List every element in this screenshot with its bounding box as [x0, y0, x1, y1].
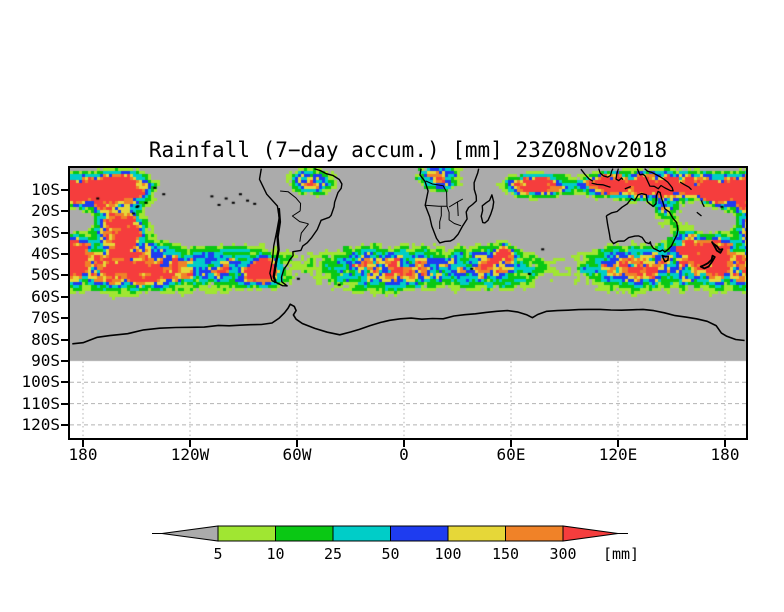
latitude-tick-label: 70S: [31, 308, 60, 328]
latitude-tick-label: 100S: [21, 372, 60, 392]
longitude-tick-label: 120W: [170, 445, 210, 464]
coastline-tasmania: [661, 254, 670, 263]
longitude-tick-label: 120E: [598, 445, 638, 464]
colorbar-segment: [505, 525, 564, 542]
border-line: [291, 210, 307, 224]
coastline-new-caledonia: [696, 211, 702, 217]
colorbar-segment: [217, 525, 276, 542]
x-axis-tick: [724, 440, 726, 447]
longitude-tick-label: 60E: [496, 445, 526, 464]
border-line: [439, 206, 442, 229]
coastline-new-guinea: [636, 168, 674, 192]
longitude-tick-label: 60W: [282, 445, 312, 464]
latitude-tick-label: 120S: [21, 414, 60, 434]
andes-border: [272, 208, 282, 284]
colorbar-overflow-arrow: [562, 525, 619, 542]
colorbar-segment: [332, 525, 391, 542]
longitude-tick-label: 180: [710, 445, 740, 464]
border-line: [425, 204, 447, 207]
colorbar-shape: [152, 525, 628, 542]
coastline-borneo: [598, 168, 614, 178]
latitude-tick-label: 30S: [31, 222, 60, 242]
y-axis-tick: [61, 402, 69, 405]
colorbar-tick-label: 100: [434, 545, 462, 563]
colorbar-tick-label: 5: [213, 545, 223, 563]
coastline-australia: [605, 190, 679, 253]
colorbar-tick-label: 25: [323, 545, 343, 563]
colorbar-tick-label: 50: [381, 545, 400, 563]
coastline-vanuatu: [700, 200, 705, 208]
colorbar-segment: [447, 525, 506, 542]
colorbar: 5 10 25 50 100 150 300 [mm]: [150, 521, 690, 571]
coastline-antarctica: [72, 303, 745, 345]
coastline-solomons: [679, 181, 692, 191]
coastline-java: [591, 182, 611, 188]
coastline-timor: [624, 185, 632, 190]
x-axis-tick: [82, 440, 84, 447]
colorbar-units-label: [mm]: [602, 545, 640, 563]
x-axis-tick: [510, 440, 512, 447]
x-axis-tick: [403, 440, 405, 447]
border-line: [457, 201, 459, 217]
coastline-new-zealand-south: [699, 254, 716, 270]
y-axis-tick: [61, 381, 69, 384]
y-axis-tick: [61, 338, 69, 341]
latitude-tick-label: 20S: [31, 201, 60, 221]
latitude-tick-label: 90S: [31, 350, 60, 370]
latitude-tick-label: 40S: [31, 244, 60, 264]
latitude-tick-label: 60S: [31, 286, 60, 306]
y-axis-tick: [61, 253, 69, 256]
map-overlay: [70, 168, 746, 438]
coastline-sulawesi: [615, 168, 624, 182]
coastlines: [72, 168, 745, 345]
border-line: [446, 206, 462, 227]
y-axis-tick: [61, 210, 69, 213]
coastline-south-america: [258, 168, 343, 287]
coastline-sumatra: [580, 168, 594, 182]
colorbar-segment: [390, 525, 449, 542]
colorbar-tick-label: 150: [491, 545, 520, 563]
longitude-tick-label: 0: [399, 445, 409, 464]
border-line: [425, 180, 448, 193]
border-line: [280, 190, 302, 211]
longitude-tick-label: 180: [68, 445, 98, 464]
gridlines: [70, 361, 746, 438]
latitude-tick-label: 80S: [31, 329, 60, 349]
y-axis-tick: [61, 231, 69, 234]
coastline-new-zealand-north: [711, 241, 724, 254]
chart-title: Rainfall (7−day accum.) [mm] 23Z08Nov201…: [148, 138, 668, 162]
colorbar-segment: [275, 525, 334, 542]
coastline-madagascar: [480, 194, 495, 224]
x-axis-tick: [296, 440, 298, 447]
latitude-tick-label: 50S: [31, 265, 60, 285]
y-axis-tick: [61, 295, 69, 298]
y-axis-tick: [61, 317, 69, 320]
border-line: [448, 198, 464, 208]
colorbar-tick-label: 10: [266, 545, 285, 563]
latitude-tick-label: 10S: [31, 180, 60, 199]
y-axis-tick: [61, 423, 69, 426]
coastline-africa: [419, 168, 480, 244]
y-axis-tick: [61, 274, 69, 277]
latitude-tick-label: 110S: [21, 393, 60, 413]
rainfall-field-canvas: [70, 168, 746, 438]
colorbar-tick-label: 300: [549, 545, 577, 563]
colorbar-underflow-arrow: [161, 525, 219, 542]
y-axis-tick: [61, 189, 69, 191]
x-axis-tick: [189, 440, 191, 447]
x-axis-tick: [617, 440, 619, 447]
map-plot-area: [68, 166, 748, 440]
border-line: [299, 222, 309, 242]
y-axis-tick: [61, 359, 69, 362]
